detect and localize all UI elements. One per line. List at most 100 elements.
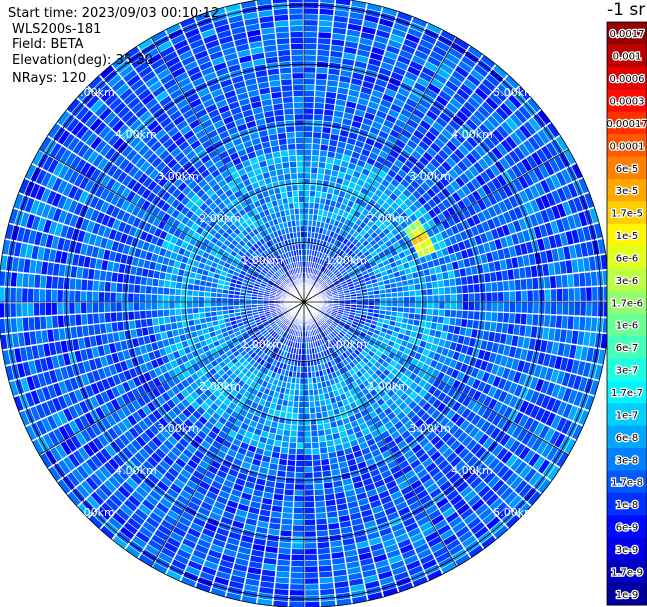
- data-cell: [315, 185, 322, 192]
- data-cell: [323, 285, 329, 290]
- data-cell: [351, 189, 360, 197]
- data-cell: [413, 200, 423, 209]
- data-cell: [442, 57, 457, 70]
- data-cell: [511, 256, 519, 268]
- data-cell: [413, 82, 427, 93]
- data-cell: [549, 275, 556, 289]
- data-cell: [431, 280, 438, 288]
- data-cell: [458, 144, 470, 156]
- data-cell: [318, 26, 332, 33]
- data-cell: [326, 157, 334, 164]
- data-cell: [323, 109, 334, 116]
- data-cell: [483, 242, 491, 253]
- data-cell: [327, 151, 336, 158]
- data-cell: [351, 72, 364, 81]
- data-cell: [507, 269, 514, 280]
- data-cell: [500, 139, 513, 153]
- data-cell: [366, 157, 376, 166]
- data-cell: [540, 194, 551, 209]
- data-cell: [436, 272, 443, 281]
- data-cell: [396, 154, 407, 164]
- data-cell: [359, 221, 367, 229]
- data-cell: [467, 205, 477, 216]
- data-cell: [551, 189, 562, 204]
- data-cell: [539, 224, 548, 238]
- data-cell: [304, 137, 312, 144]
- data-cell: [342, 52, 356, 60]
- data-cell: [390, 164, 400, 174]
- data-cell: [304, 243, 307, 250]
- data-cell: [309, 196, 315, 203]
- data-cell: [358, 244, 365, 251]
- data-cell: [404, 159, 415, 169]
- data-cell: [422, 247, 430, 256]
- data-cell: [333, 158, 342, 166]
- data-cell: [423, 268, 430, 276]
- data-cell: [380, 164, 390, 174]
- data-cell: [374, 294, 380, 298]
- data-cell: [332, 164, 340, 172]
- data-cell: [366, 3, 382, 12]
- data-cell: [345, 240, 352, 247]
- data-cell: [308, 220, 313, 226]
- data-cell: [337, 274, 343, 280]
- data-cell: [567, 198, 578, 214]
- data-cell: [432, 205, 442, 215]
- data-cell: [440, 264, 448, 273]
- data-cell: [521, 158, 533, 172]
- data-cell: [335, 147, 345, 155]
- data-cell: [508, 279, 515, 291]
- data-cell: [314, 91, 326, 98]
- data-cell: [342, 179, 350, 187]
- data-cell: [379, 289, 386, 294]
- data-cell: [490, 271, 497, 282]
- data-cell: [525, 241, 534, 254]
- data-cell: [396, 281, 403, 287]
- data-cell: [319, 222, 325, 228]
- data-cell: [390, 282, 397, 288]
- data-cell: [343, 46, 357, 55]
- data-cell: [524, 187, 535, 201]
- data-cell: [366, 63, 380, 73]
- data-cell: [304, 90, 315, 97]
- data-cell: [304, 55, 316, 61]
- data-cell: [370, 231, 378, 239]
- data-cell: [407, 27, 423, 39]
- data-cell: [391, 28, 406, 38]
- data-cell: [582, 226, 591, 241]
- data-cell: [328, 250, 333, 256]
- data-cell: [314, 102, 325, 109]
- data-cell: [391, 292, 398, 297]
- data-cell: [456, 188, 466, 199]
- data-cell: [355, 55, 369, 63]
- data-cell: [321, 273, 326, 280]
- data-cell: [348, 221, 355, 228]
- data-cell: [309, 190, 316, 197]
- data-cell: [433, 169, 443, 180]
- data-cell: [420, 181, 430, 192]
- data-cell: [346, 29, 361, 37]
- data-cell: [335, 254, 341, 261]
- data-cell: [433, 153, 445, 165]
- data-cell: [325, 248, 331, 255]
- data-cell: [532, 277, 539, 290]
- data-cell: [478, 123, 491, 136]
- data-cell: [449, 278, 456, 286]
- data-cell: [459, 105, 473, 118]
- data-cell: [442, 198, 452, 209]
- data-cell: [437, 202, 447, 212]
- data-cell: [455, 277, 462, 286]
- data-cell: [488, 261, 496, 272]
- data-cell: [320, 281, 326, 287]
- data-cell: [439, 63, 454, 75]
- data-cell: [392, 66, 406, 76]
- data-cell: [484, 167, 496, 180]
- data-cell: [307, 226, 312, 232]
- data-cell: [550, 220, 559, 234]
- data-cell: [374, 78, 388, 88]
- data-cell: [377, 184, 387, 193]
- data-cell: [336, 241, 342, 248]
- data-cell: [427, 244, 436, 253]
- data-cell: [409, 290, 415, 296]
